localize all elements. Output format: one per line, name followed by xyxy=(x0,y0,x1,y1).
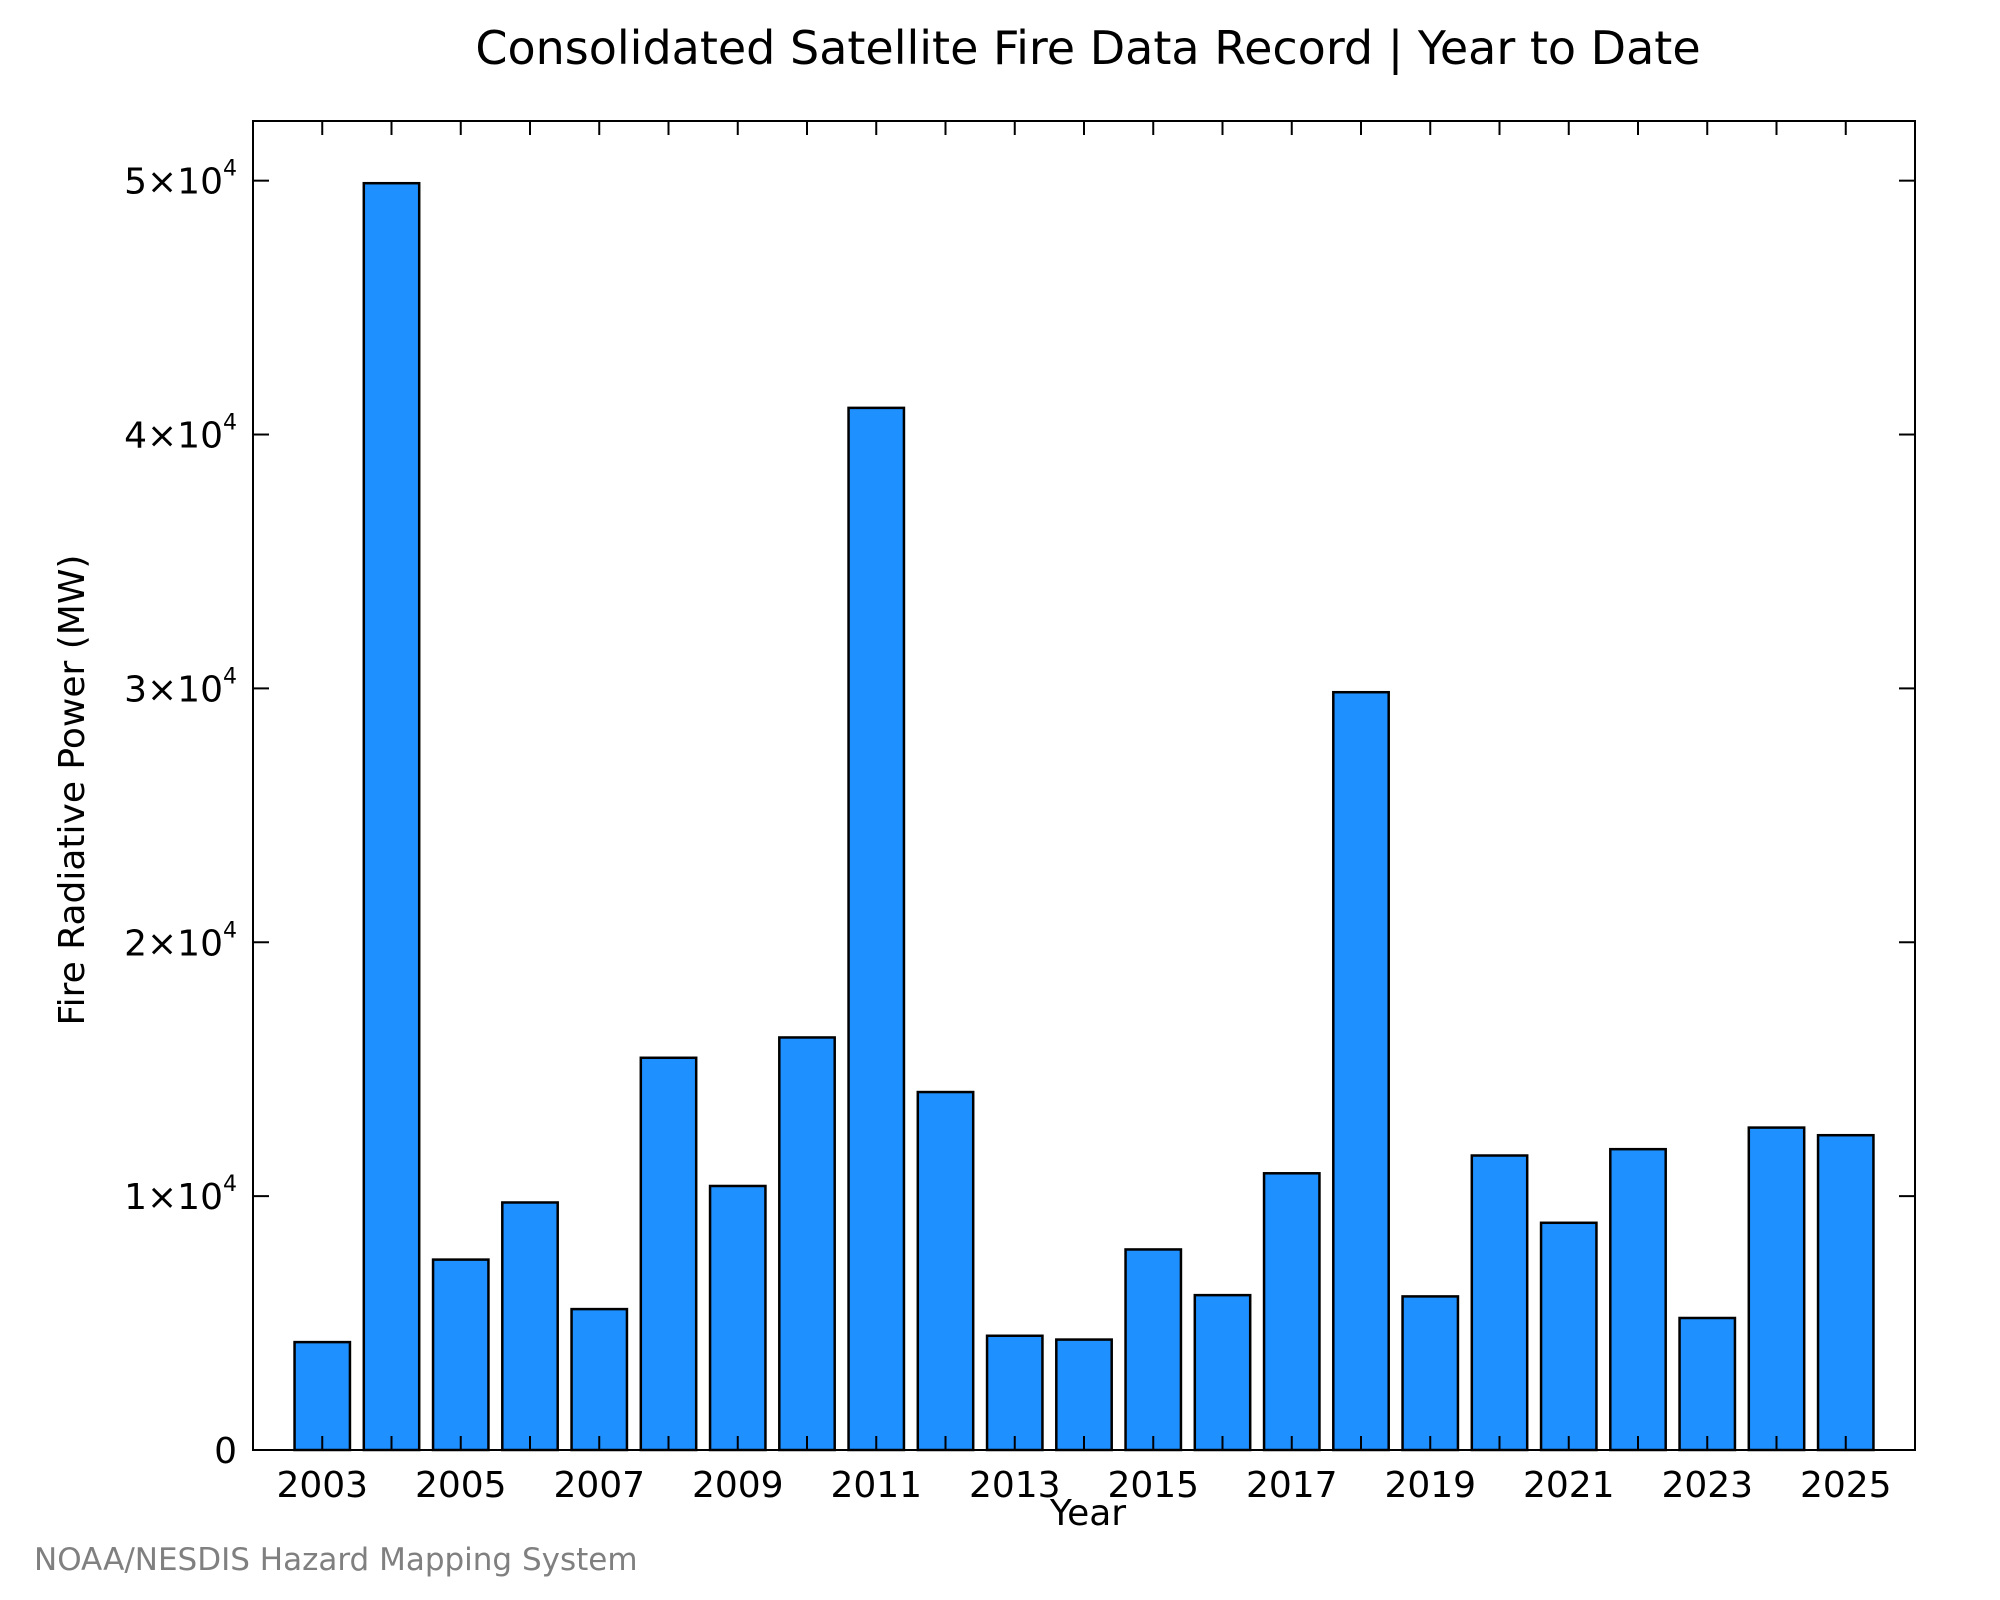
bar-2006 xyxy=(501,1201,559,1452)
x-tick-label-2007: 2007 xyxy=(553,1465,645,1506)
x-tick-label-2021: 2021 xyxy=(1523,1465,1615,1506)
y-axis-label: Fire Radiative Power (MW) xyxy=(52,555,93,1026)
bar-2023 xyxy=(1678,1316,1737,1452)
bar-2003 xyxy=(293,1340,352,1452)
bar-2012 xyxy=(916,1090,975,1452)
x-tick-label-2015: 2015 xyxy=(1107,1465,1199,1506)
bar-2005 xyxy=(431,1258,490,1452)
bar-2021 xyxy=(1539,1221,1598,1452)
y-ticks-group: 0 1×104 2×104 3×104 4×104 5×104 xyxy=(124,157,1915,1472)
y-tick-label: 4×104 xyxy=(124,411,237,457)
bar-2022 xyxy=(1609,1147,1667,1452)
bar-2004 xyxy=(362,181,421,1452)
bar-2014 xyxy=(1055,1338,1113,1452)
chart-title: Consolidated Satellite Fire Data Record … xyxy=(475,21,1700,76)
x-tick-label-2003: 2003 xyxy=(276,1465,368,1506)
x-tick-label-2011: 2011 xyxy=(830,1465,922,1506)
bar-2011 xyxy=(847,406,906,1452)
credit-text: NOAA/NESDIS Hazard Mapping System xyxy=(34,1542,638,1578)
x-axis-label: Year xyxy=(1049,1493,1126,1534)
y-tick-label: 0 xyxy=(214,1431,237,1472)
bars-group xyxy=(293,181,1875,1452)
x-tick-label-2017: 2017 xyxy=(1246,1465,1338,1506)
bar-2017 xyxy=(1262,1172,1321,1452)
bar-2018 xyxy=(1332,690,1390,1452)
x-tick-label-2019: 2019 xyxy=(1384,1465,1476,1506)
bar-2016 xyxy=(1193,1293,1252,1452)
bar-2025 xyxy=(1816,1133,1875,1452)
y-tick-label: 5×104 xyxy=(124,157,237,203)
y-tick-label: 3×104 xyxy=(124,664,237,710)
bar-2015 xyxy=(1124,1248,1183,1452)
x-tick-label-2005: 2005 xyxy=(415,1465,507,1506)
bar-2008 xyxy=(639,1056,698,1452)
bar-2020 xyxy=(1470,1154,1529,1452)
x-tick-label-2009: 2009 xyxy=(692,1465,784,1506)
x-tick-label-2025: 2025 xyxy=(1800,1465,1892,1506)
bar-2010 xyxy=(778,1036,836,1452)
x-tick-label-2023: 2023 xyxy=(1661,1465,1753,1506)
bar-2009 xyxy=(708,1184,767,1452)
x-ticks-group: 2003 2005 2007 2009 2011 2013 2015 2017 2019 2021… xyxy=(276,121,1892,1506)
y-tick-label: 2×104 xyxy=(124,918,237,964)
bar-2013 xyxy=(985,1334,1044,1452)
bar-2024 xyxy=(1747,1126,1806,1452)
bar-2007 xyxy=(570,1307,629,1452)
y-tick-label: 1×104 xyxy=(124,1172,237,1218)
bar-2019 xyxy=(1401,1295,1460,1452)
x-tick-label-2013: 2013 xyxy=(969,1465,1061,1506)
